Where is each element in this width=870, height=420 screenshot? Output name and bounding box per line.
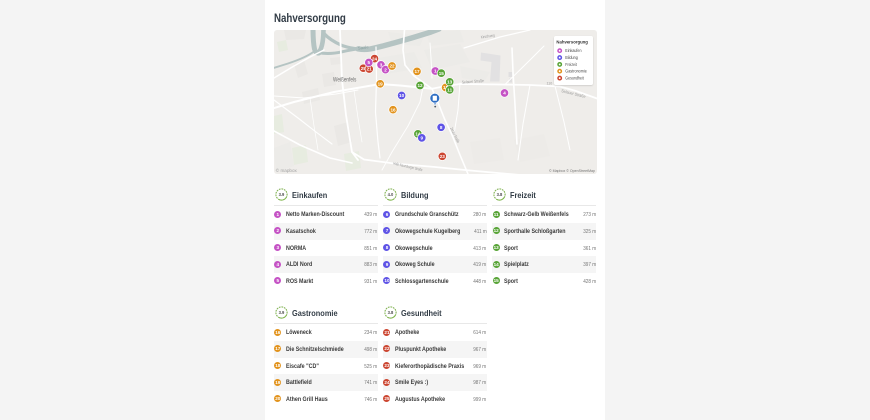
svg-text:19: 19 <box>378 82 384 87</box>
svg-text:24: 24 <box>372 56 378 61</box>
svg-text:10: 10 <box>399 93 405 98</box>
svg-text:14: 14 <box>415 132 421 137</box>
svg-text:25: 25 <box>361 66 367 71</box>
svg-text:3.9: 3.9 <box>279 192 285 197</box>
svg-text:3.8: 3.8 <box>497 192 503 197</box>
svg-text:4: 4 <box>503 91 506 96</box>
svg-text:23: 23 <box>440 154 446 159</box>
svg-text:5: 5 <box>368 60 371 65</box>
svg-text:21: 21 <box>367 67 373 72</box>
svg-text:Freizeit: Freizeit <box>565 62 577 67</box>
svg-text:Gastronomie: Gastronomie <box>565 69 587 74</box>
svg-text:© Mapbox © OpenStreetMap: © Mapbox © OpenStreetMap <box>549 168 595 173</box>
svg-text:3.8: 3.8 <box>388 310 394 315</box>
svg-text:3.9: 3.9 <box>279 310 285 315</box>
svg-text:Selauer Straße: Selauer Straße <box>561 88 587 99</box>
svg-text:12: 12 <box>417 83 423 88</box>
svg-text:22: 22 <box>389 64 395 69</box>
svg-text:9: 9 <box>421 136 424 141</box>
svg-text:Bildung: Bildung <box>565 55 578 60</box>
svg-text:15: 15 <box>439 71 445 76</box>
svg-text:4.0: 4.0 <box>388 192 394 197</box>
svg-text:© mapbox: © mapbox <box>276 168 298 173</box>
svg-text:11: 11 <box>447 88 452 93</box>
svg-text:Selauer Straße: Selauer Straße <box>462 78 485 85</box>
svg-text:2: 2 <box>384 67 387 72</box>
svg-text:3: 3 <box>380 63 383 68</box>
svg-text:Kirschweg: Kirschweg <box>480 33 495 40</box>
svg-text:110: 110 <box>547 82 553 86</box>
svg-text:Weißenfels: Weißenfels <box>333 77 356 84</box>
svg-text:Halle-Naumburger Straße: Halle-Naumburger Straße <box>393 161 424 173</box>
svg-text:Nahversorgung: Nahversorgung <box>556 40 588 46</box>
svg-text:8: 8 <box>440 125 443 130</box>
svg-text:13: 13 <box>447 80 453 85</box>
svg-text:Gesundheit: Gesundheit <box>565 76 584 81</box>
svg-text:1: 1 <box>434 69 437 74</box>
svg-text:Saale: Saale <box>357 44 369 51</box>
svg-text:17: 17 <box>414 69 420 74</box>
svg-text:Einkaufen: Einkaufen <box>565 48 582 53</box>
svg-text:16: 16 <box>390 107 396 112</box>
